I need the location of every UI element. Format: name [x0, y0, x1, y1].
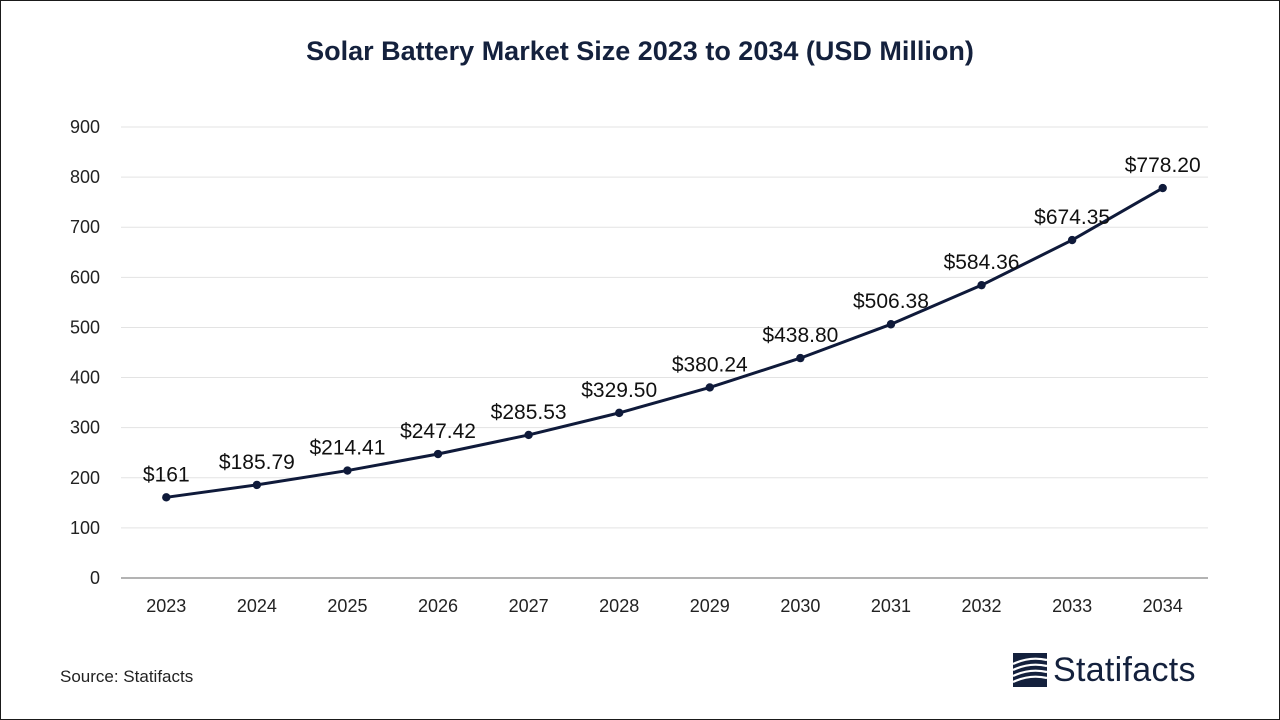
y-tick-label: 400 [70, 368, 100, 388]
y-tick-label: 700 [70, 217, 100, 237]
x-tick-label: 2025 [327, 596, 367, 616]
series-line-group [166, 186, 1164, 499]
x-tick-label: 2027 [509, 596, 549, 616]
x-tick-label: 2034 [1143, 596, 1183, 616]
x-tick-label: 2031 [871, 596, 911, 616]
brand-logo: Statifacts [1012, 650, 1196, 690]
x-tick-label: 2030 [780, 596, 820, 616]
data-label: $438.80 [762, 324, 838, 347]
data-point [162, 493, 171, 502]
x-tick-label: 2029 [690, 596, 730, 616]
y-tick-label: 800 [70, 167, 100, 187]
data-label: $214.41 [309, 437, 385, 460]
data-point [433, 449, 443, 459]
data-label: $584.36 [944, 251, 1020, 274]
data-label: $329.50 [581, 379, 657, 402]
y-tick-label: 500 [70, 317, 100, 337]
data-point [977, 280, 986, 290]
y-tick-label: 200 [70, 468, 100, 488]
x-tick-label: 2033 [1052, 596, 1092, 616]
data-label: $285.53 [491, 401, 567, 424]
data-label: $674.35 [1034, 206, 1110, 229]
axes: 0 100 200 300 400 500 600 700 800 900 2023 2024 2025… [70, 117, 1208, 616]
data-label: $506.38 [853, 290, 929, 313]
data-point [343, 466, 352, 475]
data-label: $161 [143, 463, 190, 486]
data-point [796, 353, 805, 363]
data-point [615, 408, 624, 418]
data-labels: $161 $185.79 $214.41 $247.42 $285.53 $329.50 $… [143, 154, 1201, 486]
x-tick-label: 2028 [599, 596, 639, 616]
y-tick-label: 900 [70, 117, 100, 137]
x-tick-label: 2024 [237, 596, 277, 616]
data-label: $247.42 [400, 420, 476, 443]
data-point [1158, 183, 1167, 193]
data-point [705, 383, 714, 392]
data-label: $778.20 [1125, 154, 1201, 177]
series-line [166, 186, 1164, 499]
data-label: $380.24 [672, 353, 748, 376]
y-tick-label: 100 [70, 518, 100, 538]
brand-name: Statifacts [1053, 650, 1196, 689]
source-note: Source: Statifacts [60, 667, 194, 686]
statifacts-logo-icon [1012, 653, 1048, 687]
x-tick-label: 2026 [418, 596, 458, 616]
data-points [162, 183, 1167, 502]
data-label: $185.79 [219, 451, 295, 474]
x-tick-label: 2023 [146, 596, 186, 616]
data-point [252, 480, 262, 490]
x-tick-label: 2032 [962, 596, 1002, 616]
data-point [1067, 235, 1077, 245]
data-point [524, 430, 533, 440]
y-tick-label: 600 [70, 267, 100, 287]
data-point [886, 320, 896, 329]
y-tick-label: 300 [70, 418, 100, 438]
chart-title: Solar Battery Market Size 2023 to 2034 (… [306, 36, 974, 66]
y-tick-label: 0 [90, 568, 100, 588]
